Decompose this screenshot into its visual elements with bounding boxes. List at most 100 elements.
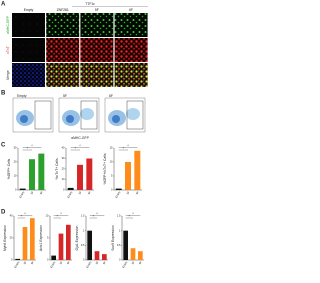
- plot-title: 5F: [63, 94, 67, 98]
- bar: [19, 188, 26, 190]
- y-axis-label: Sox9 Expression: [111, 225, 115, 251]
- cell-core: [112, 115, 120, 123]
- bar: [58, 233, 64, 260]
- y-tick-label: 1.5: [117, 214, 121, 218]
- bar: [29, 218, 35, 260]
- y-axis-label: Gja1 Expression: [75, 225, 79, 250]
- y-tick-label: 10: [46, 214, 49, 218]
- y-tick-label: 20: [62, 167, 65, 171]
- plot-title: 6F: [109, 94, 113, 98]
- gate: [126, 100, 144, 130]
- x-tick-label: 6F: [39, 190, 44, 195]
- column-header: Empty: [24, 8, 34, 12]
- x-tick-label: 5F: [29, 190, 34, 195]
- sig-label: *: [127, 144, 129, 148]
- bar: [65, 224, 71, 260]
- column-header: ZNF281: [57, 8, 69, 12]
- group-title: TTF1ε: [85, 2, 95, 6]
- x-tick-label: Empty: [18, 190, 25, 199]
- x-tick-label: Empty: [85, 260, 92, 269]
- sig-label: *: [129, 215, 131, 219]
- sig-label: *: [60, 212, 62, 216]
- y-tick-label: 20: [10, 236, 13, 240]
- y-tick-label: 1: [119, 228, 121, 232]
- micrograph: [114, 13, 148, 37]
- y-tick-label: 0: [47, 258, 49, 262]
- bar: [29, 159, 35, 190]
- x-tick-label: 6F: [87, 190, 92, 195]
- x-tick-label: 5F: [130, 260, 135, 265]
- bar: [115, 188, 122, 190]
- row-label: cTnT: [6, 46, 10, 54]
- x-tick-label: 5F: [94, 260, 99, 265]
- cell-core: [20, 115, 28, 123]
- micrograph: [12, 13, 45, 37]
- sig-label: *: [96, 212, 98, 216]
- micrograph: [46, 13, 80, 37]
- y-tick-label: 0.5: [81, 243, 85, 247]
- sig-label: *: [27, 147, 29, 151]
- gate: [34, 100, 52, 130]
- panel-label: A: [1, 2, 6, 8]
- x-tick-label: Empty: [114, 190, 121, 199]
- column-header: 5F: [95, 8, 99, 12]
- y-axis-label: %GFP+ Cells: [7, 158, 11, 179]
- y-tick-label: 40: [10, 214, 13, 218]
- bar: [67, 187, 74, 190]
- sig-label: *: [132, 212, 134, 216]
- bar: [77, 164, 83, 190]
- y-tick-label: 1.5: [81, 214, 85, 218]
- x-tick-label: 5F: [58, 260, 63, 265]
- bar: [137, 251, 143, 260]
- cell-core: [66, 115, 74, 123]
- y-tick-label: 30: [62, 156, 65, 160]
- sig-label: *: [123, 147, 125, 151]
- cell-cloud: [126, 108, 140, 120]
- y-tick-label: 0: [119, 258, 121, 262]
- y-axis-label: Actc1 Expression: [39, 225, 43, 251]
- micrograph: [12, 63, 45, 87]
- figure: A TTF1ε Empty ZNF281 5F 6FαMHC-GFPcTnTMerge…: [1, 2, 148, 269]
- image-grid: Empty ZNF281 5F 6F αMHC-GFP cTnT Merge: [6, 8, 148, 87]
- bar: [38, 153, 45, 190]
- y-tick-label: 5: [47, 236, 49, 240]
- bar: [123, 230, 129, 260]
- sig-label: *: [57, 215, 59, 219]
- micrograph: [46, 63, 80, 87]
- x-tick-label: 6F: [138, 260, 143, 265]
- y-axis-label: %cTnT+ Cells: [55, 158, 59, 180]
- x-tick-label: 6F: [30, 260, 35, 265]
- y-tick-label: 1: [83, 228, 85, 232]
- y-tick-label: 0.5: [117, 243, 121, 247]
- y-tick-label: 0: [15, 188, 17, 192]
- x-tick-label: 5F: [77, 190, 82, 195]
- bar: [22, 227, 28, 260]
- y-tick-label: 10: [62, 177, 65, 181]
- flow-plots: Empty 5F 6F: [12, 94, 146, 133]
- plot-title: Empty: [17, 94, 27, 98]
- sig-label: *: [75, 147, 77, 151]
- y-tick-label: 15: [110, 146, 113, 150]
- y-tick-label: 5: [111, 174, 113, 178]
- micrograph: [12, 38, 45, 62]
- micrograph: [80, 63, 114, 87]
- y-tick-label: 20: [14, 160, 17, 164]
- y-tick-label: 0: [11, 258, 13, 262]
- bar: [51, 255, 57, 260]
- row-label: Merge: [6, 70, 10, 80]
- bar: [130, 248, 136, 260]
- y-tick-label: 30: [14, 146, 17, 150]
- column-header: 6F: [129, 8, 133, 12]
- x-tick-label: Empty: [49, 260, 56, 269]
- x-tick-label: 5F: [125, 190, 130, 195]
- x-tick-label: 6F: [102, 260, 107, 265]
- cell-cloud: [80, 108, 94, 120]
- x-tick-label: Empty: [121, 260, 128, 269]
- sig-label: *: [21, 215, 23, 219]
- panel-label: C: [1, 143, 6, 149]
- bar: [125, 162, 131, 190]
- micrograph: [80, 38, 114, 62]
- bar: [134, 150, 141, 190]
- bar: [94, 251, 100, 260]
- x-axis-label: αMHC-GFP: [71, 136, 90, 140]
